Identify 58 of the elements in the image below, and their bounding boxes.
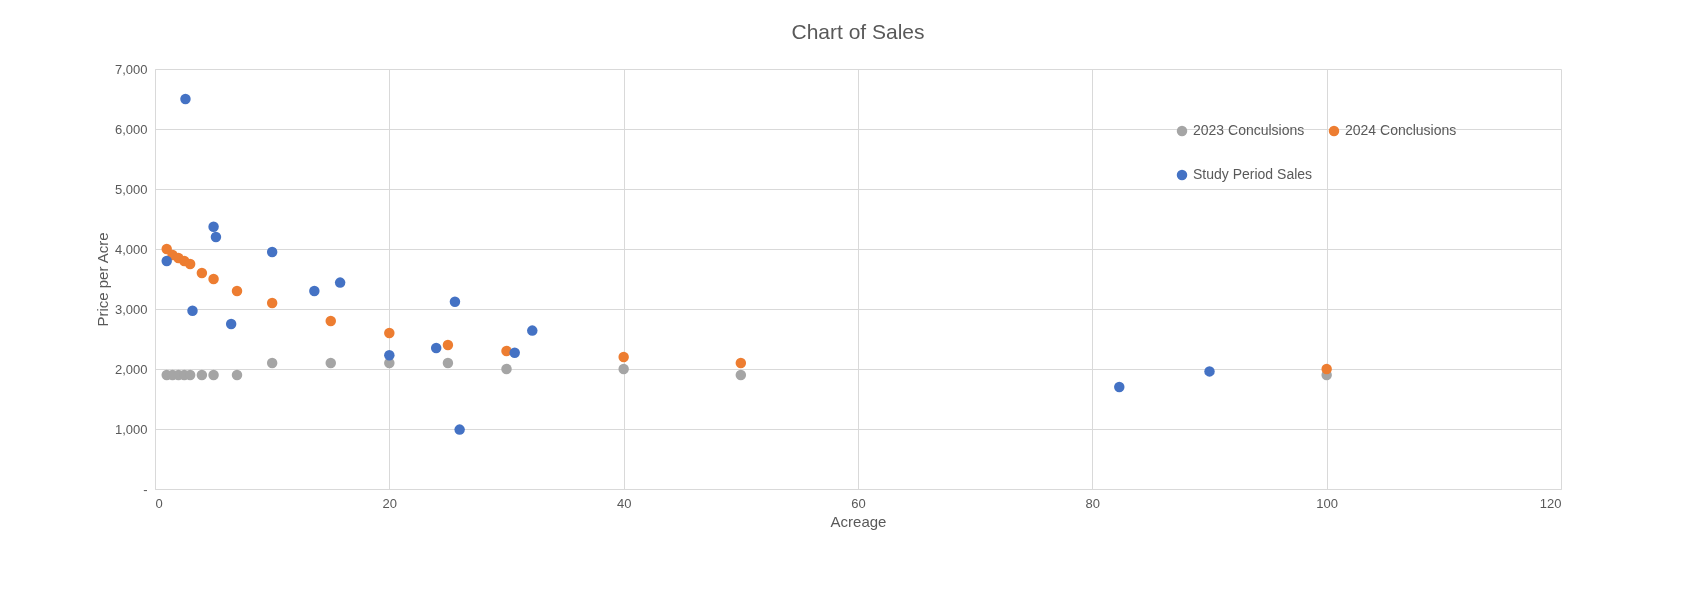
- point: [309, 285, 320, 297]
- point: [442, 357, 454, 369]
- point: [210, 231, 222, 243]
- legend-label: 2023 Conculsions: [1193, 122, 1305, 138]
- point: [184, 258, 196, 270]
- point: [442, 339, 454, 351]
- point: [266, 357, 278, 369]
- y-tick-label: 7,000: [114, 61, 148, 77]
- x-tick-label: 100: [1316, 495, 1339, 511]
- point: [325, 357, 336, 369]
- point: [231, 369, 243, 381]
- point: [527, 325, 538, 336]
- x-tick-label: 0: [155, 495, 163, 511]
- y-tick-label: 1,000: [114, 421, 148, 437]
- x-tick-label: 40: [616, 495, 632, 511]
- point: [1204, 366, 1215, 377]
- legend-label: Study Period Sales: [1193, 166, 1313, 182]
- point: [187, 305, 198, 317]
- x-tick-label: 80: [1085, 495, 1101, 511]
- point: [334, 277, 346, 288]
- y-tick-label: -: [143, 481, 148, 497]
- point: [325, 315, 336, 327]
- point: [735, 369, 747, 381]
- y-tick-label: 3,000: [114, 301, 148, 317]
- point: [266, 246, 278, 258]
- y-tick-label: 4,000: [114, 241, 148, 257]
- x-tick-label: 60: [851, 495, 866, 511]
- y-axis-title: Price per Acre: [93, 232, 111, 327]
- point: [501, 363, 512, 375]
- point: [454, 424, 465, 435]
- x-tick-label: 20: [382, 495, 398, 511]
- point: [430, 342, 442, 354]
- y-tick-label: 5,000: [114, 181, 148, 197]
- y-tick-label: 6,000: [114, 121, 148, 137]
- point: [509, 347, 520, 359]
- point: [161, 255, 172, 267]
- point: [208, 369, 219, 381]
- point: [266, 297, 278, 309]
- point: [1114, 381, 1125, 393]
- point: [208, 221, 219, 233]
- point: [618, 363, 629, 375]
- point: [196, 369, 208, 381]
- x-tick-label: 120: [1539, 495, 1562, 511]
- point: [1321, 363, 1332, 375]
- point: [231, 285, 243, 297]
- y-tick-label: 2,000: [114, 361, 148, 377]
- point: [208, 273, 219, 285]
- point: [384, 349, 395, 361]
- legend-label: 2024 Conclusions: [1345, 122, 1457, 138]
- chart-title: Chart of Sales: [791, 20, 925, 43]
- point: [618, 351, 629, 363]
- point: [180, 93, 191, 105]
- point: [735, 357, 747, 369]
- point: [384, 327, 395, 339]
- point: [449, 296, 461, 308]
- point: [196, 267, 208, 279]
- point: [225, 318, 237, 330]
- x-axis-title: Acreage: [830, 512, 887, 530]
